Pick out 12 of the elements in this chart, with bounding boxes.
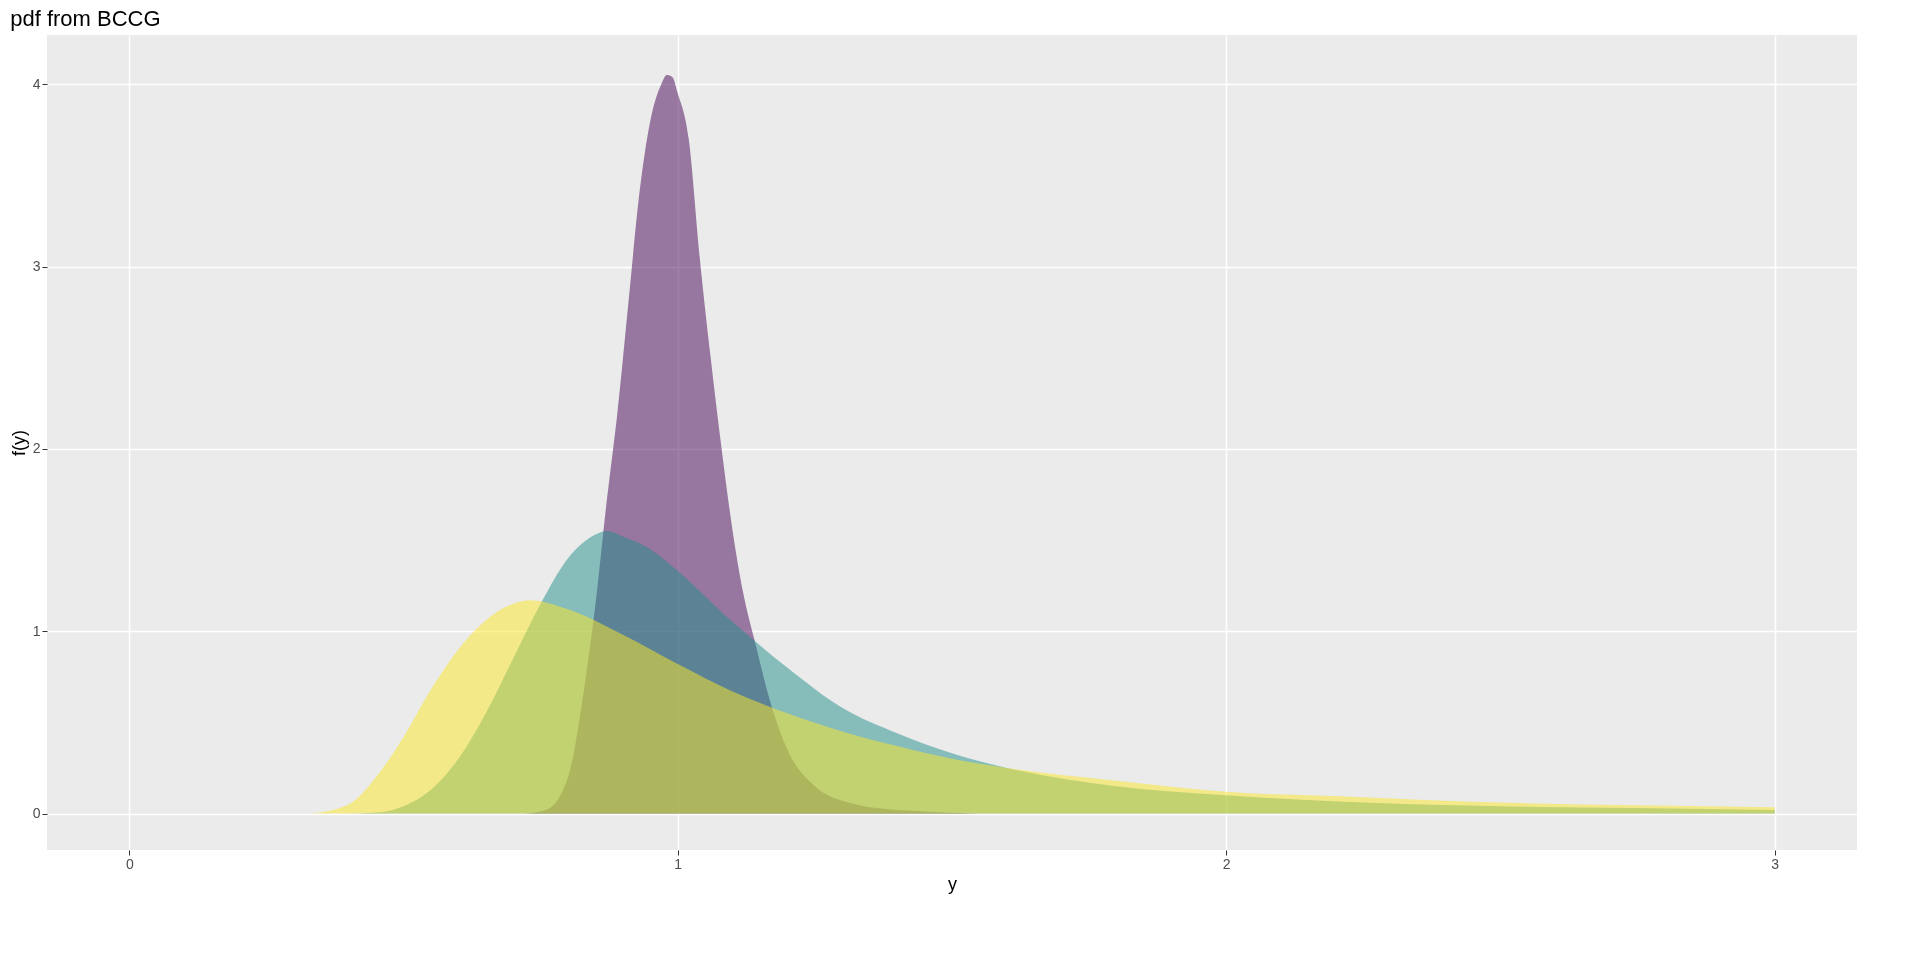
- x-tick-label: 0: [125, 855, 134, 872]
- y-tick-label: 1: [32, 622, 41, 639]
- y-axis-title: f(y): [8, 430, 29, 456]
- x-axis-title: y: [948, 873, 957, 894]
- y-tick-label: 2: [32, 440, 41, 457]
- y-tick-label: 3: [32, 258, 41, 275]
- x-tick-label: 1: [674, 855, 683, 872]
- x-tick-label: 2: [1222, 855, 1231, 872]
- chart-title: pdf from BCCG: [10, 6, 161, 31]
- y-tick-label: 4: [32, 75, 41, 92]
- y-tick-label: 0: [32, 805, 41, 822]
- x-tick-label: 3: [1771, 855, 1780, 872]
